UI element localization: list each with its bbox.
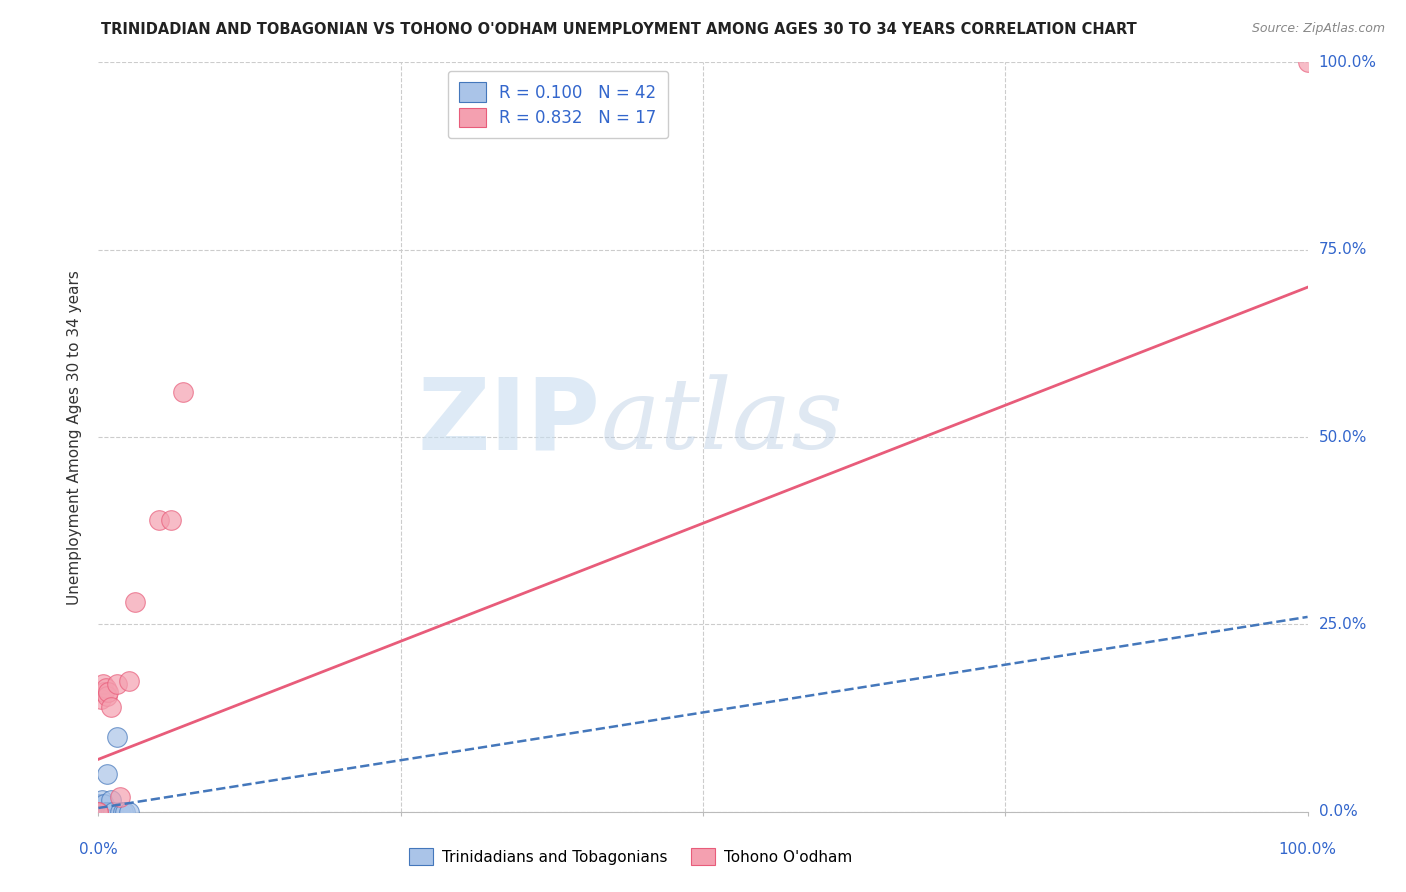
Point: [96, 689, 118, 703]
Point: [91, 805, 114, 819]
Point: [101, 805, 124, 819]
Point: [91, 805, 114, 819]
Text: 100.0%: 100.0%: [1319, 55, 1376, 70]
Point: [97, 685, 120, 699]
Point: [87, 805, 110, 819]
Point: [91, 677, 114, 691]
Point: [91, 805, 114, 819]
Text: 0.0%: 0.0%: [1319, 805, 1357, 819]
Point: [87, 805, 110, 819]
Point: [87, 805, 110, 819]
Point: [87, 805, 110, 819]
Point: [87, 801, 110, 815]
Point: [118, 673, 141, 688]
Point: [111, 805, 134, 819]
Point: [91, 797, 114, 812]
Point: [91, 805, 114, 819]
Text: 100.0%: 100.0%: [1278, 842, 1337, 857]
Point: [96, 805, 118, 819]
Point: [105, 730, 128, 744]
Text: TRINIDADIAN AND TOBAGONIAN VS TOHONO O'ODHAM UNEMPLOYMENT AMONG AGES 30 TO 34 YE: TRINIDADIAN AND TOBAGONIAN VS TOHONO O'O…: [101, 22, 1136, 37]
Text: Source: ZipAtlas.com: Source: ZipAtlas.com: [1251, 22, 1385, 36]
Point: [87, 805, 110, 819]
Point: [94, 805, 117, 819]
Text: 50.0%: 50.0%: [1319, 430, 1367, 444]
Point: [87, 805, 110, 819]
Text: 0.0%: 0.0%: [79, 842, 118, 857]
Point: [87, 805, 110, 819]
Point: [114, 805, 136, 819]
Point: [87, 805, 110, 819]
Point: [87, 805, 110, 819]
Point: [90, 805, 112, 819]
Point: [98, 805, 121, 819]
Point: [87, 805, 110, 819]
Point: [108, 805, 131, 819]
Point: [94, 681, 117, 695]
Point: [90, 805, 112, 819]
Text: 75.0%: 75.0%: [1319, 243, 1367, 257]
Text: atlas: atlas: [600, 375, 844, 470]
Point: [108, 789, 131, 804]
Point: [87, 805, 110, 819]
Point: [93, 685, 115, 699]
Point: [89, 805, 111, 819]
Point: [97, 805, 120, 819]
Point: [93, 797, 115, 812]
Point: [94, 805, 117, 819]
Point: [148, 512, 170, 526]
Point: [90, 692, 112, 706]
Point: [160, 512, 183, 526]
Point: [100, 793, 122, 807]
Text: 25.0%: 25.0%: [1319, 617, 1367, 632]
Point: [172, 385, 194, 400]
Point: [87, 805, 110, 819]
Point: [89, 805, 111, 819]
Point: [100, 805, 122, 819]
Point: [91, 805, 114, 819]
Legend: Trinidadians and Tobagonians, Tohono O'odham: Trinidadians and Tobagonians, Tohono O'o…: [402, 842, 859, 871]
Point: [1296, 55, 1319, 70]
Point: [93, 805, 115, 819]
Point: [87, 805, 110, 819]
Point: [105, 677, 128, 691]
Point: [96, 767, 118, 781]
Point: [93, 805, 115, 819]
Point: [100, 699, 122, 714]
Point: [124, 595, 146, 609]
Point: [118, 805, 141, 819]
Y-axis label: Unemployment Among Ages 30 to 34 years: Unemployment Among Ages 30 to 34 years: [67, 269, 83, 605]
Point: [91, 793, 114, 807]
Point: [87, 797, 110, 812]
Point: [87, 805, 110, 819]
Text: ZIP: ZIP: [418, 374, 600, 471]
